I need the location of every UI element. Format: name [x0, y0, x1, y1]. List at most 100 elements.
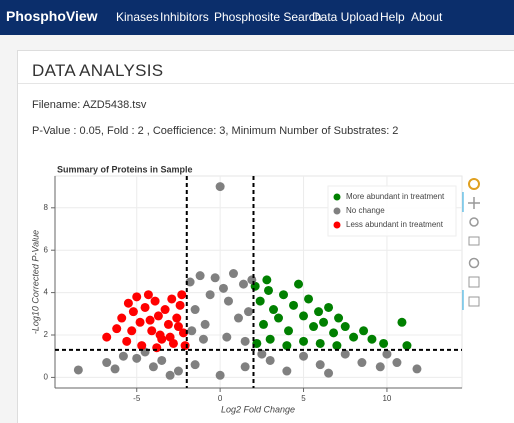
point — [247, 275, 257, 285]
point — [299, 311, 309, 321]
point — [319, 317, 329, 327]
y-tick-label: 0 — [44, 373, 49, 382]
point — [73, 365, 83, 375]
point — [324, 368, 334, 378]
point — [412, 364, 422, 374]
nav-link[interactable]: About — [411, 10, 443, 24]
nav-link[interactable]: Phosphosite Search — [214, 10, 322, 24]
point — [264, 285, 274, 295]
zoom-tool[interactable] — [469, 217, 479, 227]
point — [172, 313, 182, 323]
point — [257, 349, 267, 359]
page-title: DATA ANALYSIS — [32, 61, 164, 80]
point — [357, 358, 367, 368]
legend-box — [327, 185, 457, 237]
point — [334, 313, 344, 323]
nav-link[interactable]: Help — [380, 10, 405, 24]
point — [118, 351, 128, 361]
point — [167, 294, 177, 304]
point — [112, 324, 122, 334]
legend-label: Less abundant in treatment — [346, 220, 444, 229]
brand[interactable]: PhosphoView — [6, 8, 98, 24]
series — [250, 275, 412, 351]
point — [122, 336, 132, 346]
save-tool[interactable] — [468, 276, 480, 288]
x-tick-label: 10 — [382, 394, 391, 403]
point — [140, 302, 150, 312]
point — [299, 351, 309, 361]
nav-link[interactable]: Data Upload — [312, 10, 379, 24]
point — [349, 332, 359, 342]
point — [324, 302, 334, 312]
point — [173, 322, 183, 332]
series — [73, 182, 422, 380]
hover-tool[interactable] — [468, 296, 480, 307]
point — [284, 326, 294, 336]
point — [205, 290, 215, 300]
point — [269, 305, 279, 315]
navbar: PhosphoView Kinases Inhibitors Phosphosi… — [0, 0, 514, 35]
point — [223, 296, 233, 306]
y-tick-label: 6 — [44, 245, 49, 254]
point — [222, 332, 232, 342]
point — [340, 349, 350, 359]
x-tick-label: 5 — [301, 394, 306, 403]
point — [153, 311, 163, 321]
point — [294, 279, 304, 289]
point — [145, 315, 155, 325]
point — [397, 317, 407, 327]
active-indicator — [462, 192, 464, 212]
chart-title: Summary of Proteins in Sample — [57, 164, 193, 174]
pan-tool[interactable] — [468, 197, 480, 209]
point — [392, 358, 402, 368]
point — [210, 273, 220, 283]
point — [132, 353, 142, 363]
box-zoom-tool[interactable] — [468, 236, 480, 246]
point — [359, 326, 369, 336]
point — [304, 294, 314, 304]
nav-link[interactable]: Kinases — [116, 10, 159, 24]
point — [157, 355, 167, 365]
point — [289, 300, 299, 310]
point — [147, 326, 157, 336]
point — [132, 292, 142, 302]
point — [375, 362, 385, 372]
legend-label: More abundant in treatment — [346, 192, 445, 201]
point — [123, 298, 133, 308]
divider — [18, 83, 514, 84]
active-indicator — [462, 290, 464, 310]
y-tick-label: 2 — [44, 330, 49, 339]
point — [215, 182, 225, 192]
point — [265, 334, 275, 344]
point — [200, 319, 210, 329]
point — [262, 275, 272, 285]
bokeh-logo[interactable] — [468, 178, 480, 190]
point — [314, 307, 324, 317]
point — [238, 279, 248, 289]
point — [102, 332, 112, 342]
point — [155, 330, 165, 340]
point — [190, 360, 200, 370]
point — [259, 319, 269, 329]
point — [178, 328, 188, 338]
nav-link[interactable]: Inhibitors — [160, 10, 209, 24]
y-tick-label: 8 — [44, 203, 49, 212]
point — [163, 319, 173, 329]
point — [185, 277, 195, 287]
legend-swatch — [333, 193, 341, 201]
point — [137, 341, 147, 351]
point — [240, 336, 250, 346]
point — [240, 362, 250, 372]
reset-tool[interactable] — [468, 257, 480, 269]
point — [198, 334, 208, 344]
point — [135, 317, 145, 327]
point — [243, 307, 253, 317]
legend-swatch — [333, 221, 341, 229]
point — [282, 366, 292, 376]
point — [128, 307, 138, 317]
point — [265, 355, 275, 365]
point — [379, 338, 389, 348]
point — [233, 313, 243, 323]
point — [315, 360, 325, 370]
